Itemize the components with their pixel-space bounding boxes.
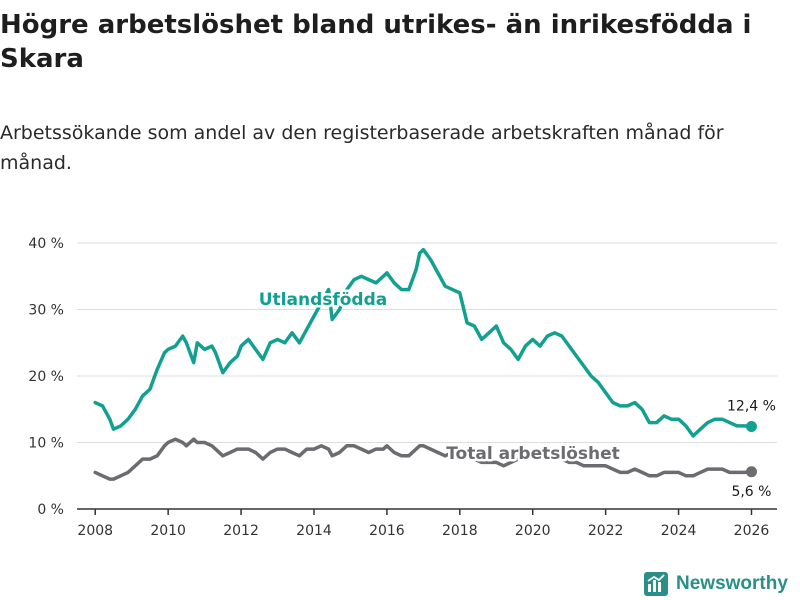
y-tick-label: 0 % — [37, 502, 64, 518]
y-tick-label: 10 % — [28, 436, 64, 452]
series-line-utlandsfodda — [93, 247, 754, 438]
end-value-label: 12,4 % — [727, 399, 776, 415]
x-tick-label: 2020 — [515, 523, 551, 539]
x-tick-label: 2014 — [296, 523, 332, 539]
series-end-point — [745, 421, 757, 433]
y-tick-label: 20 % — [28, 369, 64, 385]
axis-layer: 0 % 10 % 20 % 30 % 40 % 2008 2010 2012 2014 2016 2… — [28, 236, 777, 539]
series-layer — [93, 247, 757, 481]
end-value-label: 5,6 % — [731, 484, 771, 500]
newsworthy-icon — [644, 572, 668, 596]
x-tick-label: 2022 — [588, 523, 624, 539]
newsworthy-logo: Newsworthy — [644, 569, 788, 599]
series-end-point — [745, 466, 757, 478]
y-tick-label: 30 % — [28, 303, 64, 319]
x-tick-label: 2010 — [150, 523, 186, 539]
x-tick-label: 2026 — [734, 523, 770, 539]
chart-subtitle: Arbetssökande som andel av den registerb… — [0, 122, 724, 174]
x-tick-label: 2016 — [369, 523, 405, 539]
y-tick-label: 40 % — [28, 236, 64, 252]
series-line-total — [93, 437, 754, 481]
brand-name: Newsworthy — [676, 573, 788, 594]
x-tick-label: 2012 — [223, 523, 259, 539]
series-label-utlandsfodda: Utlandsfödda — [259, 290, 388, 310]
x-tick-label: 2018 — [442, 523, 478, 539]
x-tick-label: 2024 — [661, 523, 697, 539]
series-label-total: Total arbetslöshet — [446, 444, 620, 464]
x-tick-label: 2008 — [77, 523, 113, 539]
chart-title: Högre arbetslöshet bland utrikes- än inr… — [0, 10, 752, 74]
label-layer: Utlandsfödda Total arbetslöshet 12,4 % 5,6 … — [256, 288, 778, 502]
grid-layer — [77, 242, 777, 443]
